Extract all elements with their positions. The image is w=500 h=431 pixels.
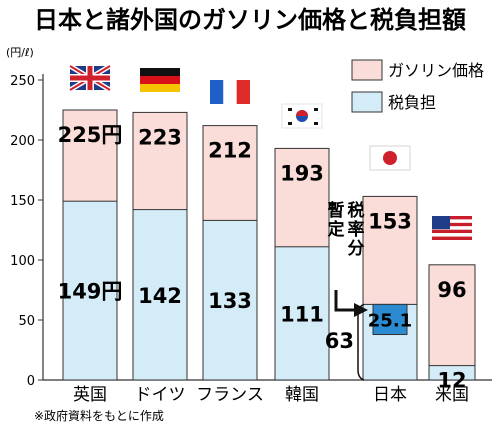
annotation-arrow — [334, 290, 356, 312]
bar-tax — [202, 219, 258, 381]
bar-tax — [62, 200, 118, 381]
price-value-label: 153 — [368, 209, 412, 233]
bar-tax — [132, 209, 188, 381]
tax-value-label: 111 — [280, 302, 324, 326]
legend-label-tax: 税負担 — [388, 93, 436, 112]
source-note: ※政府資料をもとに作成 — [34, 408, 164, 423]
tax-value-label: 142 — [138, 284, 182, 308]
price-value-label: 96 — [437, 278, 466, 302]
bar-tax — [274, 246, 330, 381]
x-tick-label: フランス — [196, 385, 264, 405]
price-value-label: 225円 — [58, 123, 123, 147]
provisional-label-char: 率 — [348, 219, 365, 240]
france-flag-icon — [210, 80, 250, 104]
y-axis: 0 50 100 150 200 250 — [10, 74, 492, 389]
tax-value-label: 133 — [208, 289, 252, 313]
x-tick-label: 米国 — [435, 385, 469, 405]
tax-value-label: 12 — [437, 369, 466, 393]
y-tick-label: 0 — [27, 374, 35, 389]
y-tick-label: 100 — [10, 254, 35, 269]
y-tick-label: 200 — [10, 134, 35, 149]
uk-flag-icon — [68, 63, 112, 93]
legend-swatch-tax — [351, 91, 383, 113]
provisional-label-char: 税 — [348, 200, 365, 221]
korea-flag-icon — [281, 103, 323, 129]
tax-value-label: 149円 — [58, 280, 123, 304]
germany-flag-icon — [140, 68, 180, 92]
japan-flag-icon — [369, 145, 411, 171]
legend-swatch-price — [351, 59, 383, 81]
y-tick-label: 50 — [18, 314, 35, 329]
price-value-label: 193 — [280, 161, 324, 185]
chart-title: 日本と諸外国のガソリン価格と税負担額 — [34, 6, 466, 34]
bar-tax — [428, 365, 476, 381]
x-tick-label: ドイツ — [135, 385, 186, 405]
x-tick-label: 英国 — [73, 385, 107, 405]
legend: ガソリン価格 税負担 — [351, 59, 484, 113]
provisional-label-char: 定 — [328, 219, 345, 240]
x-tick-label: 韓国 — [285, 385, 319, 405]
provisional-tax-value: 25.1 — [368, 310, 412, 331]
tax-total-bracket — [357, 303, 365, 381]
price-value-label: 223 — [138, 125, 182, 149]
price-value-label: 212 — [208, 139, 252, 163]
legend-label-price: ガソリン価格 — [388, 61, 484, 80]
japan-tax-total-label: 63 — [325, 329, 354, 353]
y-tick-label: 150 — [10, 194, 35, 209]
x-tick-label: 日本 — [373, 385, 407, 405]
provisional-label-char: 暫 — [328, 200, 345, 221]
usa-flag-icon — [432, 216, 472, 240]
provisional-tax-segment — [372, 303, 408, 336]
y-axis-unit: (円/ℓ) — [6, 46, 34, 59]
flags — [68, 63, 472, 240]
y-tick-label: 250 — [10, 74, 35, 89]
provisional-label-char: 分 — [348, 239, 365, 259]
